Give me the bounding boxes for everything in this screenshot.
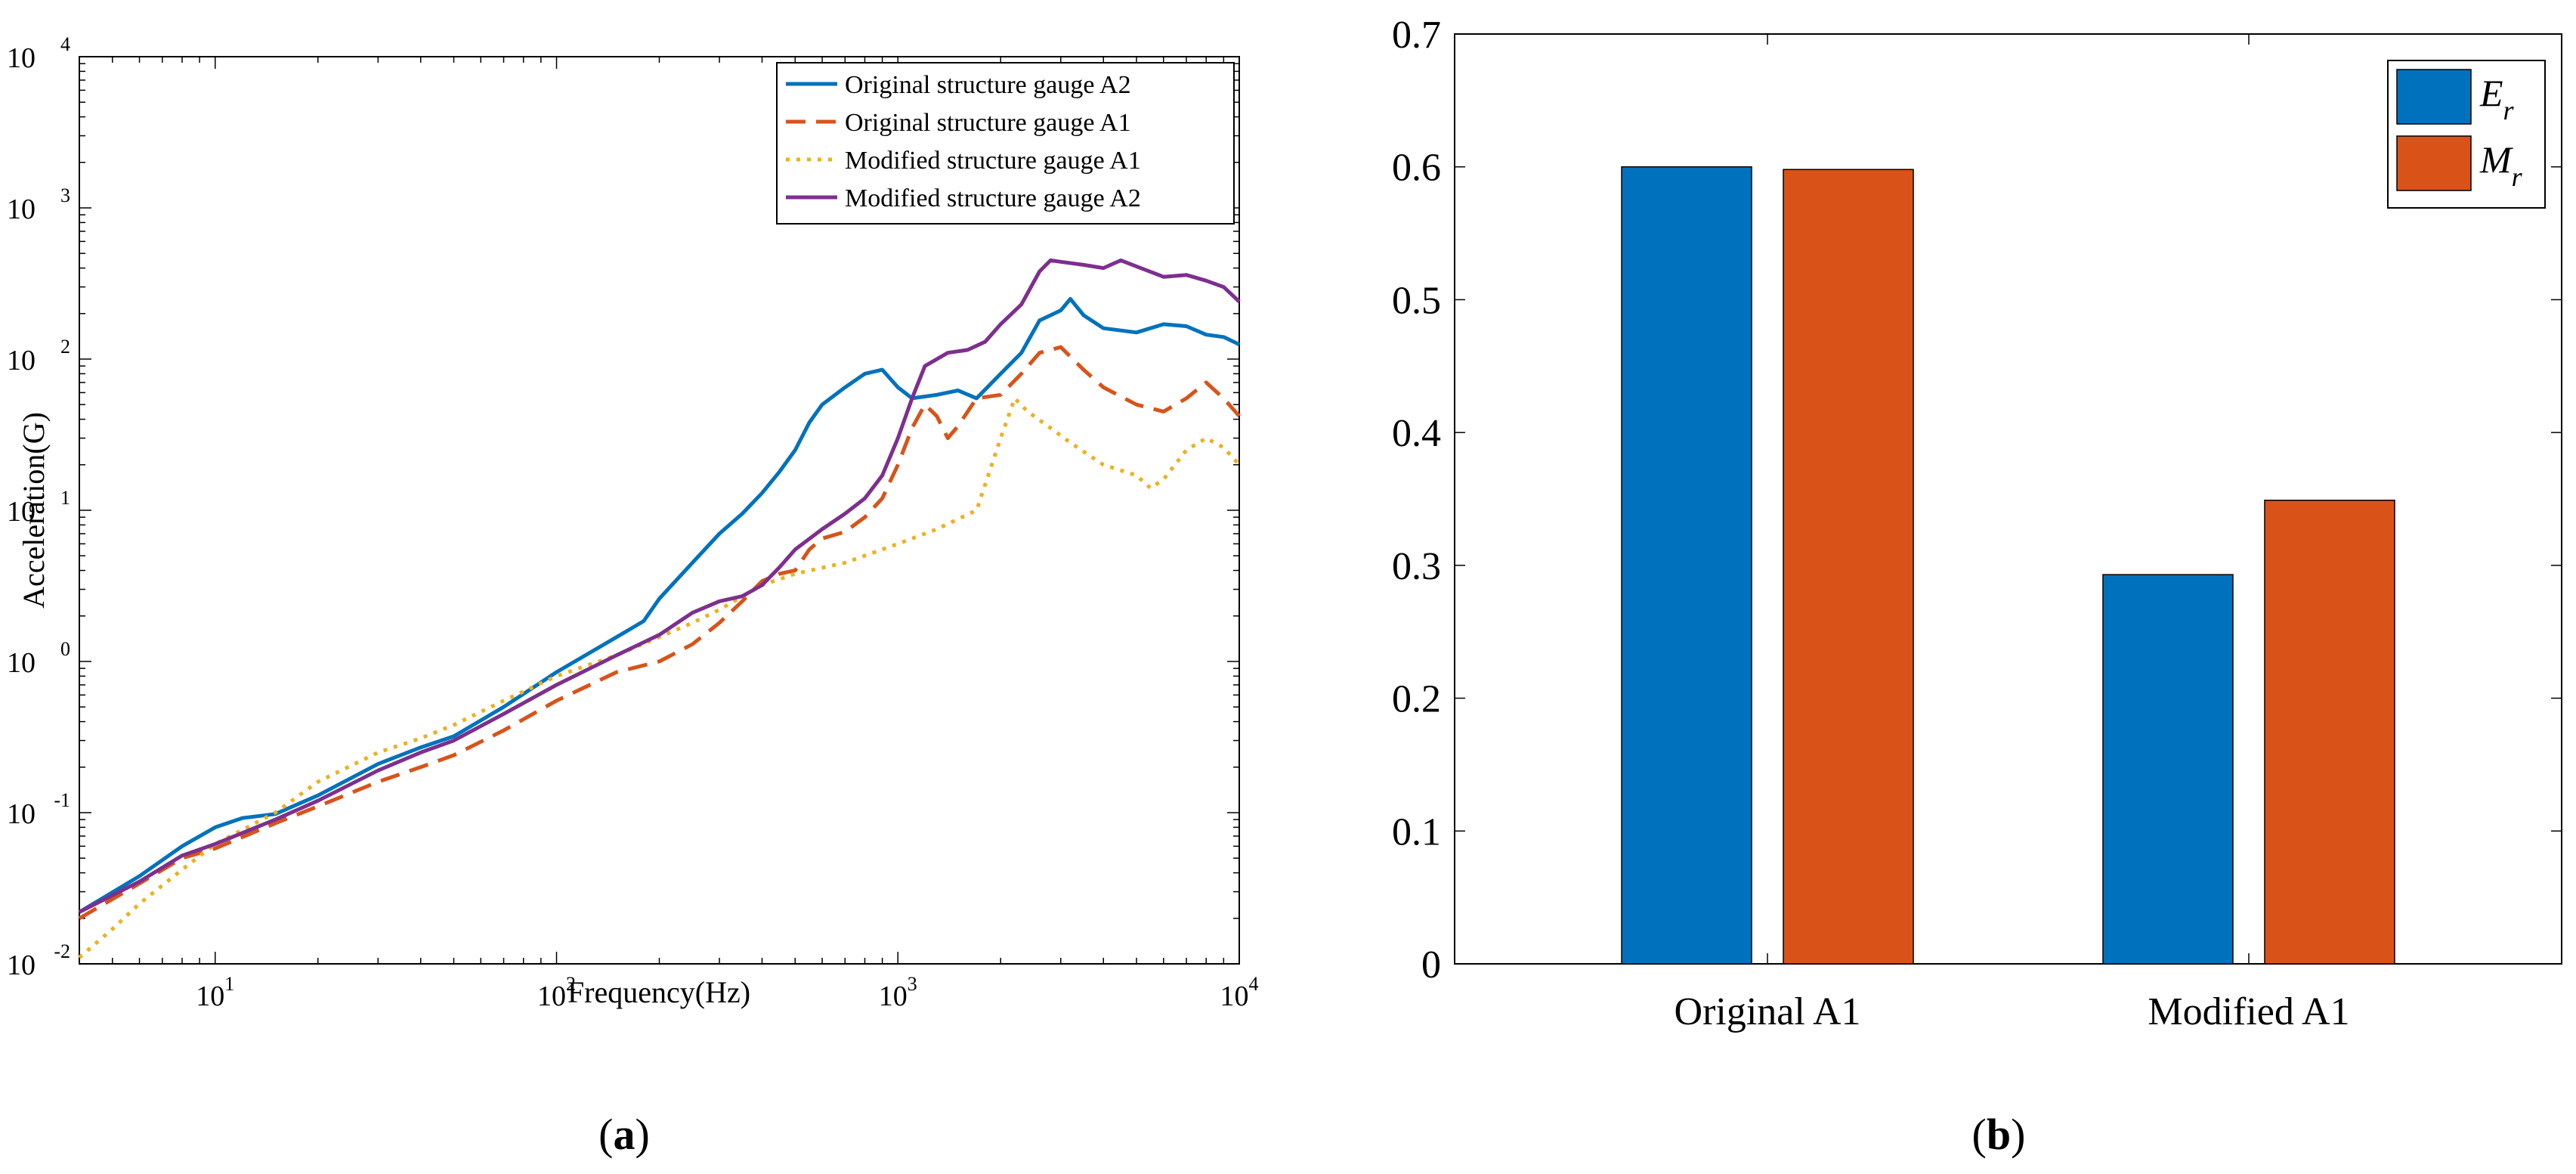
panel-b-bar-chart: 0 0.1 0.2 0.3 0.4 0.5 0.6 0.7 Original A1 Modifie… (1392, 14, 2562, 1033)
panel-a-caption-letter: a (614, 1110, 635, 1159)
panel-a-y-tick-label: 10 2 (7, 336, 70, 376)
panel-b-ticks: 0 0.1 0.2 0.3 0.4 0.5 0.6 0.7 Original A1 Modifie… (1392, 14, 2562, 1033)
panel-b-legend-label-1: Er (2479, 72, 2515, 125)
legend-subscript: r (2512, 162, 2523, 192)
tick-label-base: 10 (7, 647, 36, 679)
panel-b-y-tick-label: 0.7 (1392, 14, 1441, 57)
panel-a-legend-box (776, 62, 1235, 225)
panel-b-y-tick-label: 0.4 (1392, 412, 1441, 455)
panel-a-series-line-3 (78, 396, 1241, 959)
panel-b-caption-close-paren: ) (2011, 1110, 2025, 1159)
panel-a-y-tick-label: 10 0 (7, 638, 70, 679)
panel-b-y-tick-label: 0.3 (1392, 545, 1441, 588)
panel-b-x-tick-label: Modified A1 (2148, 990, 2349, 1033)
panel-b-bars (1621, 166, 2395, 965)
panel-a-legend-label-2: Original structure gauge A1 (845, 109, 1131, 137)
panel-b-legend-swatch-2 (2396, 135, 2472, 191)
tick-label-exponent: 2 (60, 336, 70, 358)
tick-label-base: 10 (1220, 980, 1249, 1012)
tick-label-base: 10 (7, 42, 36, 74)
panel-a-y-axis-label: Acceleration(G) (17, 412, 51, 609)
panel-a-series-lines (78, 258, 1241, 959)
panel-a-y-tick-label: 10 -2 (7, 940, 70, 981)
tick-label-base: 10 (7, 949, 36, 981)
panel-a-y-tick-label: 10 3 (7, 184, 70, 225)
tick-label-base: 10 (537, 980, 566, 1012)
panel-b-y-tick-label: 0 (1421, 943, 1441, 987)
panel-a-y-tick-label: 10 -1 (7, 789, 70, 830)
panel-b-legend-label-2: Mr (2479, 138, 2523, 192)
panel-a-legend-label-4: Modified structure gauge A2 (845, 184, 1141, 212)
tick-label-base: 10 (196, 980, 224, 1012)
panel-a-legend: Original structure gauge A2 Original stru… (776, 62, 1235, 225)
panel-b-bar-e-1 (1621, 166, 1752, 965)
tick-label-exponent: 1 (60, 487, 70, 509)
panel-a-caption-close-paren: ) (635, 1110, 650, 1159)
panel-b-x-tick-label: Original A1 (1675, 990, 1861, 1033)
panel-a-x-tick-label: 102 (537, 973, 576, 1012)
panel-a-legend-label-1: Original structure gauge A2 (845, 71, 1131, 99)
tick-label-exponent: 4 (60, 33, 70, 55)
tick-label-exponent: -1 (54, 789, 70, 811)
panel-a-x-axis-label: Frequency(Hz) (567, 975, 750, 1009)
tick-label-exponent: -2 (54, 940, 70, 962)
legend-symbol: M (2479, 138, 2513, 181)
panel-a-x-tick-label: 101 (196, 973, 234, 1012)
panel-a-legend-label-3: Modified structure gauge A1 (845, 147, 1141, 175)
tick-label-base: 10 (7, 496, 36, 528)
panel-b-bar-m-1 (1783, 169, 1914, 965)
panel-b-caption: (b) (1972, 1110, 2026, 1159)
panel-b-caption-open-paren: ( (1972, 1110, 1987, 1159)
panel-a-caption-open-paren: ( (598, 1110, 613, 1159)
panel-b-y-tick-label: 0.1 (1392, 810, 1441, 853)
panel-a-x-tick-label: 104 (1220, 973, 1259, 1012)
panel-b-bar-e-2 (2102, 574, 2234, 965)
legend-symbol: E (2479, 72, 2503, 114)
panel-a-y-tick-label: 10 4 (7, 33, 70, 74)
tick-label-base: 10 (7, 194, 36, 225)
tick-label-base: 10 (7, 345, 36, 376)
panel-a-series-line-4 (78, 258, 1241, 914)
panel-a-y-tick-label: 10 1 (7, 487, 70, 528)
panel-b-caption-letter: b (1987, 1110, 2011, 1159)
panel-b-y-tick-label: 0.5 (1392, 279, 1441, 322)
panel-b-y-tick-label: 0.6 (1392, 147, 1441, 190)
legend-subscript: r (2503, 95, 2515, 125)
tick-label-exponent: 1 (224, 973, 234, 995)
panel-b-legend-swatch-1 (2396, 69, 2472, 125)
panel-a-series-line-1 (78, 296, 1241, 914)
panel-a-caption: (a) (598, 1110, 650, 1159)
panel-b-bar-m-2 (2264, 500, 2395, 965)
tick-label-exponent: 0 (60, 638, 70, 660)
panel-a-x-tick-label: 103 (879, 973, 917, 1012)
tick-label-base: 10 (879, 980, 908, 1012)
tick-label-exponent: 3 (908, 973, 917, 995)
tick-label-exponent: 4 (1249, 973, 1259, 995)
tick-label-exponent: 3 (60, 184, 70, 206)
tick-label-exponent: 2 (566, 973, 576, 995)
panel-a-series-line-2 (78, 345, 1241, 920)
tick-label-base: 10 (7, 798, 36, 830)
panel-b-y-tick-label: 0.2 (1392, 678, 1441, 721)
